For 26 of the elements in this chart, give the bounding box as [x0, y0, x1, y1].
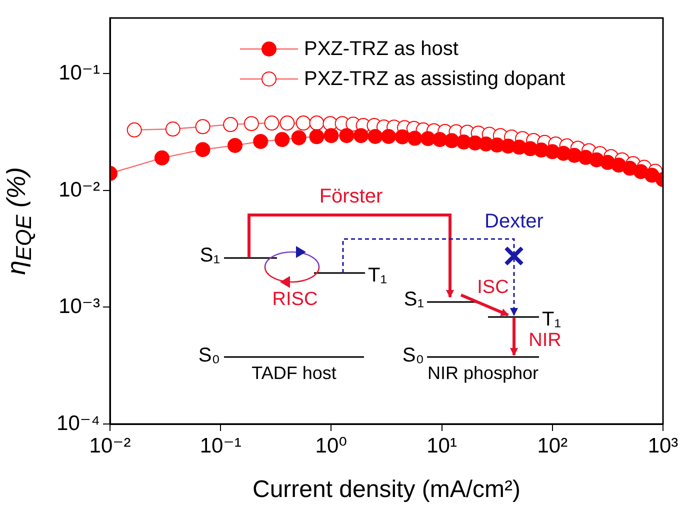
annotation: T₁ — [368, 264, 388, 286]
annotation: T₁ — [542, 308, 562, 330]
x-tick-label: 10⁰ — [315, 434, 348, 458]
annotation: ISC — [477, 277, 509, 298]
annotation: S₁ — [404, 288, 424, 310]
y-tick-label: 10⁻³ — [58, 295, 100, 318]
annotation: S₁ — [200, 244, 220, 266]
x-tick-label: 10² — [537, 434, 568, 458]
legend-label: PXZ-TRZ as host — [304, 38, 458, 60]
annotation: NIR phosphor — [427, 362, 539, 383]
x-tick-label: 10⁻¹ — [200, 434, 242, 458]
x-tick-label: 10³ — [648, 434, 678, 458]
legend-label: PXZ-TRZ as assisting dopant — [304, 68, 566, 90]
annotation: S₀ — [402, 344, 424, 366]
annotation: S₀ — [198, 344, 220, 366]
y-tick-label: 10⁻² — [58, 178, 100, 202]
x-tick-label: 10¹ — [426, 434, 457, 458]
x-tick-label: 10⁻² — [89, 434, 131, 458]
annotation: RISC — [272, 289, 318, 310]
annotation: Dexter — [484, 210, 544, 232]
y-tick-label: 10⁻⁴ — [56, 412, 100, 435]
annotation: TADF host — [252, 362, 336, 383]
annotation: NIR — [528, 330, 562, 352]
y-tick-label: 10⁻¹ — [58, 62, 100, 85]
annotation: Förster — [319, 185, 384, 208]
x-axis-title: Current density (mA/cm²) — [252, 476, 521, 504]
